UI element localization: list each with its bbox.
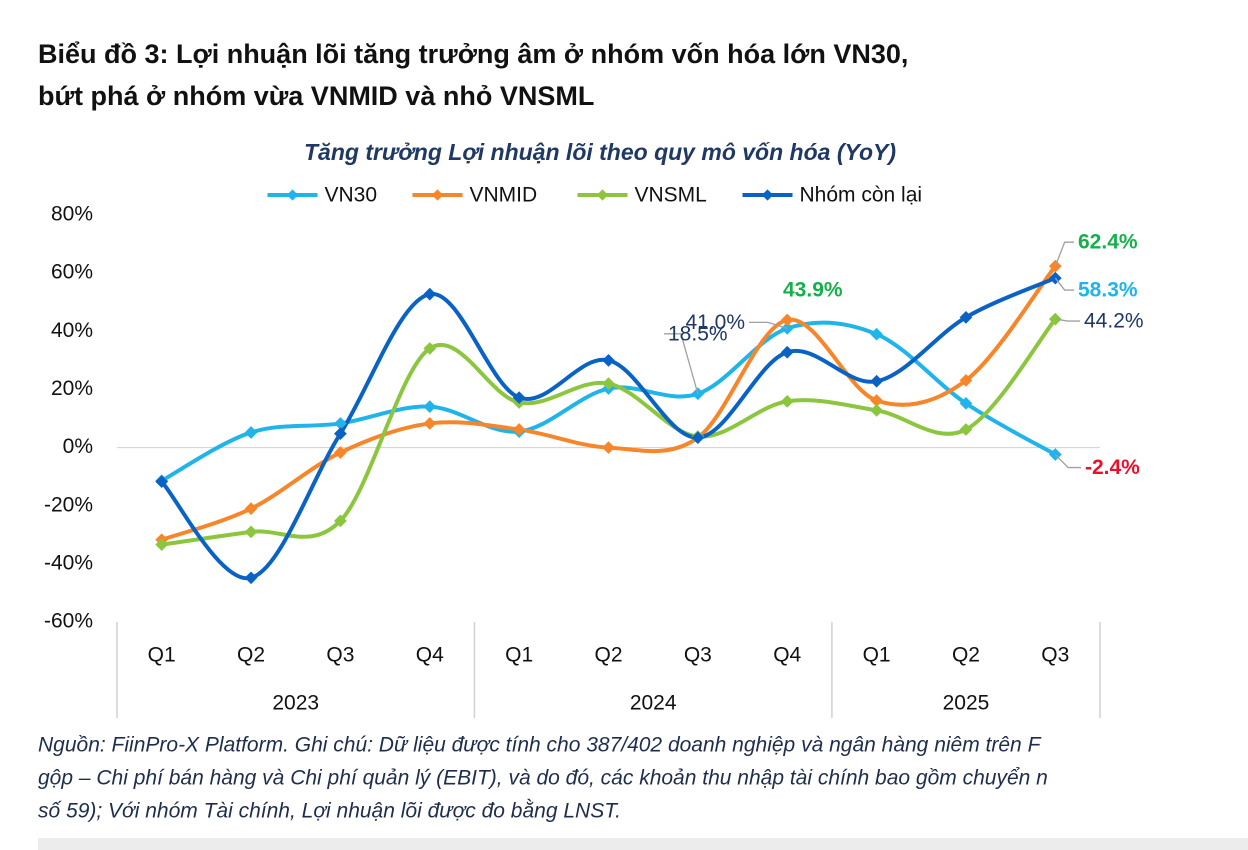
data-point (423, 417, 437, 430)
data-label: 58.3% (1078, 279, 1138, 302)
y-tick-label: 80% (51, 203, 93, 226)
page-title: bứt phá ở nhóm vừa VNMID và nhỏ VNSML (38, 81, 594, 111)
footnote: gộp – Chi phí bán hàng và Chi phí quản l… (38, 767, 1048, 790)
data-point (780, 394, 794, 408)
label-leader (1054, 277, 1074, 291)
legend-label: VN30 (325, 184, 378, 207)
footnote: Nguồn: FiinPro-X Platform. Ghi chú: Dữ l… (38, 734, 1042, 757)
data-point (244, 525, 258, 539)
legend-marker (596, 189, 609, 201)
data-point (602, 441, 615, 454)
data-point (244, 571, 258, 585)
legend-label: Nhóm còn lại (800, 184, 923, 207)
y-tick-label: 40% (51, 319, 93, 342)
legend-marker (286, 189, 299, 201)
y-tick-label: -40% (44, 551, 93, 574)
y-tick-label: -20% (44, 493, 93, 516)
x-tick-label: Q2 (594, 644, 622, 667)
data-label: 43.9% (783, 278, 843, 301)
y-tick-label: 60% (51, 261, 93, 284)
x-tick-label: Q4 (773, 644, 801, 667)
x-tick-label: Q2 (237, 644, 265, 667)
footnote: số 59); Với nhóm Tài chính, Lợi nhuận lõ… (38, 800, 621, 823)
series-line (159, 264, 1058, 542)
group-label: 2024 (630, 692, 677, 715)
label-leader (1054, 241, 1074, 267)
legend-marker (761, 189, 774, 201)
data-point (244, 502, 258, 515)
data-label: -2.4% (1085, 456, 1140, 479)
data-point (780, 345, 794, 359)
data-point (334, 446, 347, 459)
data-point (780, 313, 794, 327)
legend-marker (431, 189, 444, 201)
data-point (870, 403, 883, 417)
data-point (423, 287, 437, 301)
label-leader (1054, 454, 1081, 469)
y-tick-label: -60% (44, 610, 93, 633)
x-tick-label: Q1 (148, 644, 176, 667)
data-point (423, 400, 437, 413)
label-leader (664, 333, 699, 394)
group-label: 2023 (272, 692, 319, 715)
data-point (334, 417, 347, 430)
data-point (334, 427, 347, 440)
data-point (155, 475, 169, 488)
data-point (870, 374, 883, 388)
data-label: 41.0% (685, 311, 745, 334)
data-label: 18.5% (668, 322, 728, 345)
x-tick-label: Q4 (416, 644, 444, 667)
data-label: 44.2% (1084, 310, 1144, 333)
data-point (244, 426, 258, 439)
x-tick-label: Q3 (684, 644, 712, 667)
x-tick-label: Q3 (1041, 644, 1069, 667)
data-label: 62.4% (1078, 231, 1138, 254)
data-point (870, 327, 883, 341)
page-title: Biểu đồ 3: Lợi nhuận lõi tăng trưởng âm … (38, 39, 908, 69)
x-tick-label: Q1 (505, 644, 533, 667)
legend-label: VNSML (635, 184, 707, 207)
label-leader (1055, 318, 1080, 322)
bottom-bar (38, 838, 1248, 850)
chart-title: Tăng trưởng Lợi nhuận lõi theo quy mô vố… (304, 139, 896, 165)
data-point (423, 342, 437, 355)
y-tick-label: 0% (63, 435, 93, 458)
y-tick-label: 20% (51, 377, 93, 400)
group-label: 2025 (943, 692, 990, 715)
x-tick-label: Q2 (952, 644, 980, 667)
label-leader (749, 321, 788, 329)
x-tick-label: Q1 (863, 644, 891, 667)
data-point (602, 353, 615, 367)
data-point (512, 423, 526, 436)
x-tick-label: Q3 (326, 644, 354, 667)
legend-label: VNMID (470, 184, 538, 207)
